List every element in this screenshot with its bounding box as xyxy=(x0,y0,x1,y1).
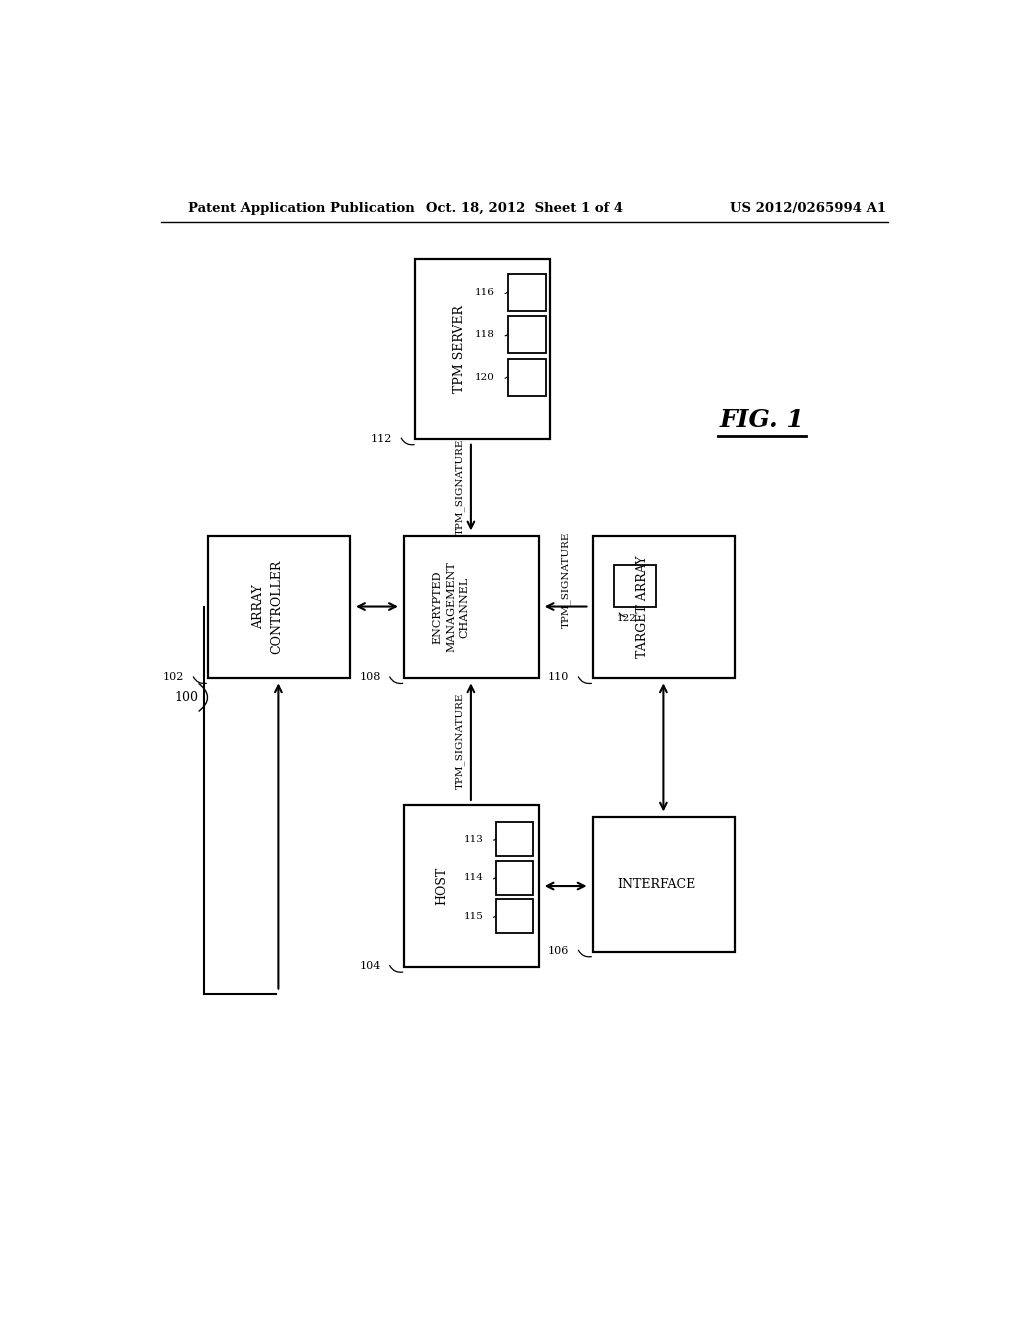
Bar xyxy=(497,899,532,933)
Text: 102: 102 xyxy=(163,672,184,682)
Text: TPM_SIGNATURE: TPM_SIGNATURE xyxy=(456,440,465,536)
Text: Oct. 18, 2012  Sheet 1 of 4: Oct. 18, 2012 Sheet 1 of 4 xyxy=(426,202,624,215)
Text: 122: 122 xyxy=(616,614,636,623)
Bar xyxy=(403,536,539,678)
Bar xyxy=(497,822,532,855)
Text: 115: 115 xyxy=(463,912,483,920)
Text: TPM SERVER: TPM SERVER xyxy=(454,305,466,393)
Text: ENCRYPTED
MANAGEMENT
CHANNEL: ENCRYPTED MANAGEMENT CHANNEL xyxy=(433,561,469,652)
Text: HOST: HOST xyxy=(435,867,449,906)
Text: TPM_SIGNATURE: TPM_SIGNATURE xyxy=(456,693,465,789)
Text: 110: 110 xyxy=(548,672,569,682)
Bar xyxy=(593,817,735,952)
Text: 114: 114 xyxy=(463,873,483,882)
Bar xyxy=(614,565,656,607)
Text: US 2012/0265994 A1: US 2012/0265994 A1 xyxy=(730,202,886,215)
Text: INTERFACE: INTERFACE xyxy=(617,878,695,891)
Text: TARGET ARRAY: TARGET ARRAY xyxy=(636,556,649,659)
Text: FIG. 1: FIG. 1 xyxy=(720,408,805,432)
Bar xyxy=(508,317,547,354)
Bar xyxy=(508,275,547,312)
Bar xyxy=(416,259,550,440)
Text: 112: 112 xyxy=(371,434,392,444)
Text: 106: 106 xyxy=(548,945,569,956)
Text: 100: 100 xyxy=(174,690,198,704)
Bar xyxy=(403,805,539,966)
Text: 108: 108 xyxy=(359,672,381,682)
Text: 116: 116 xyxy=(475,288,495,297)
Text: 113: 113 xyxy=(463,834,483,843)
Text: TPM_SIGNATURE: TPM_SIGNATURE xyxy=(561,532,570,628)
Bar xyxy=(593,536,735,678)
Bar xyxy=(508,359,547,396)
Text: Patent Application Publication: Patent Application Publication xyxy=(188,202,415,215)
Text: 104: 104 xyxy=(359,961,381,972)
Bar xyxy=(497,861,532,895)
Text: 120: 120 xyxy=(475,372,495,381)
Bar xyxy=(208,536,350,678)
Text: 118: 118 xyxy=(475,330,495,339)
Text: ARRAY
CONTROLLER: ARRAY CONTROLLER xyxy=(252,560,283,655)
